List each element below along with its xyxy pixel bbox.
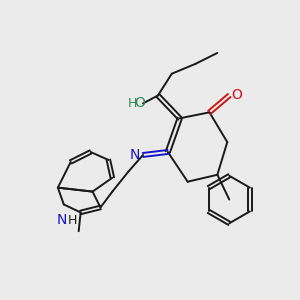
Text: H: H <box>68 214 77 227</box>
Text: N: N <box>130 148 140 162</box>
Text: O: O <box>231 88 242 101</box>
Text: O: O <box>135 96 146 110</box>
Text: H: H <box>128 97 137 110</box>
Text: N: N <box>57 213 67 227</box>
